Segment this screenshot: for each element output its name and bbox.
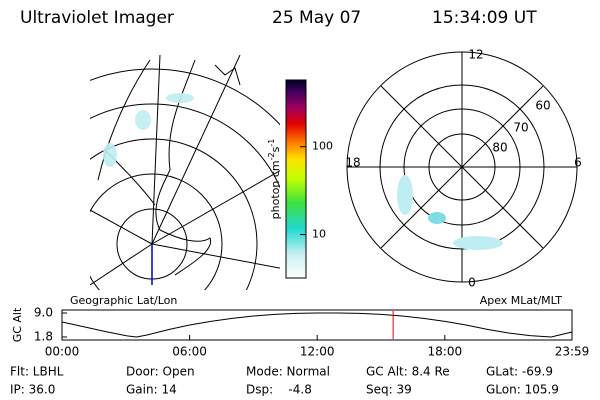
info-text: GLat: -69.9 — [486, 365, 553, 379]
unit: s — [269, 146, 282, 152]
altitude-label: GC Alt — [11, 307, 24, 342]
map-label: Geographic Lat/Lon — [70, 294, 177, 307]
info-text: Flt: LBHL — [10, 365, 64, 379]
unit-exp: -2 — [267, 152, 276, 160]
info-text: Dsp: -4.8 — [246, 383, 312, 397]
x-tick-label: 12:00 — [300, 345, 335, 359]
info-text: Mode: Normal — [246, 365, 330, 379]
y-tick-label: 9.0 — [34, 306, 53, 320]
colorbar-tick-label: 10 — [312, 228, 326, 241]
altitude-line — [61, 312, 573, 338]
title: Ultraviolet Imager — [20, 8, 174, 28]
unit-exp: -1 — [267, 139, 276, 147]
y-tick-label: 1.8 — [34, 330, 53, 344]
colorbar-label: photon cm-2s-1 — [267, 139, 283, 220]
info-text: Gain: 14 — [126, 383, 177, 397]
lat-label: 70 — [513, 121, 528, 135]
hour-label: 6 — [574, 156, 582, 170]
polar-aurora — [397, 175, 503, 250]
hour-label: 0 — [468, 276, 476, 290]
info-text: Door: Open — [126, 365, 195, 379]
polar-label: Apex MLat/MLT — [480, 294, 563, 307]
polar-grid — [346, 51, 578, 283]
info-text: GLon: 105.9 — [486, 383, 559, 397]
hour-label: 12 — [468, 48, 483, 62]
x-tick-label: 00:00 — [45, 345, 80, 359]
hour-label: 18 — [345, 156, 360, 170]
info-text: IP: 36.0 — [10, 383, 55, 397]
info-text: Seq: 39 — [366, 383, 412, 397]
unit: photon cm — [269, 160, 282, 219]
aurora — [103, 93, 194, 167]
colorbar-tick-label: 100 — [312, 140, 333, 153]
colorbar — [285, 79, 307, 279]
x-tick-label: 06:00 — [172, 345, 207, 359]
time: 15:34:09 UT — [432, 8, 537, 28]
info-text: GC Alt: 8.4 Re — [366, 365, 450, 379]
lat-label: 60 — [535, 99, 550, 113]
x-tick-label: 18:00 — [428, 345, 463, 359]
date: 25 May 07 — [272, 8, 361, 28]
lat-label: 80 — [492, 141, 507, 155]
x-tick-label: 23:59 — [555, 345, 590, 359]
